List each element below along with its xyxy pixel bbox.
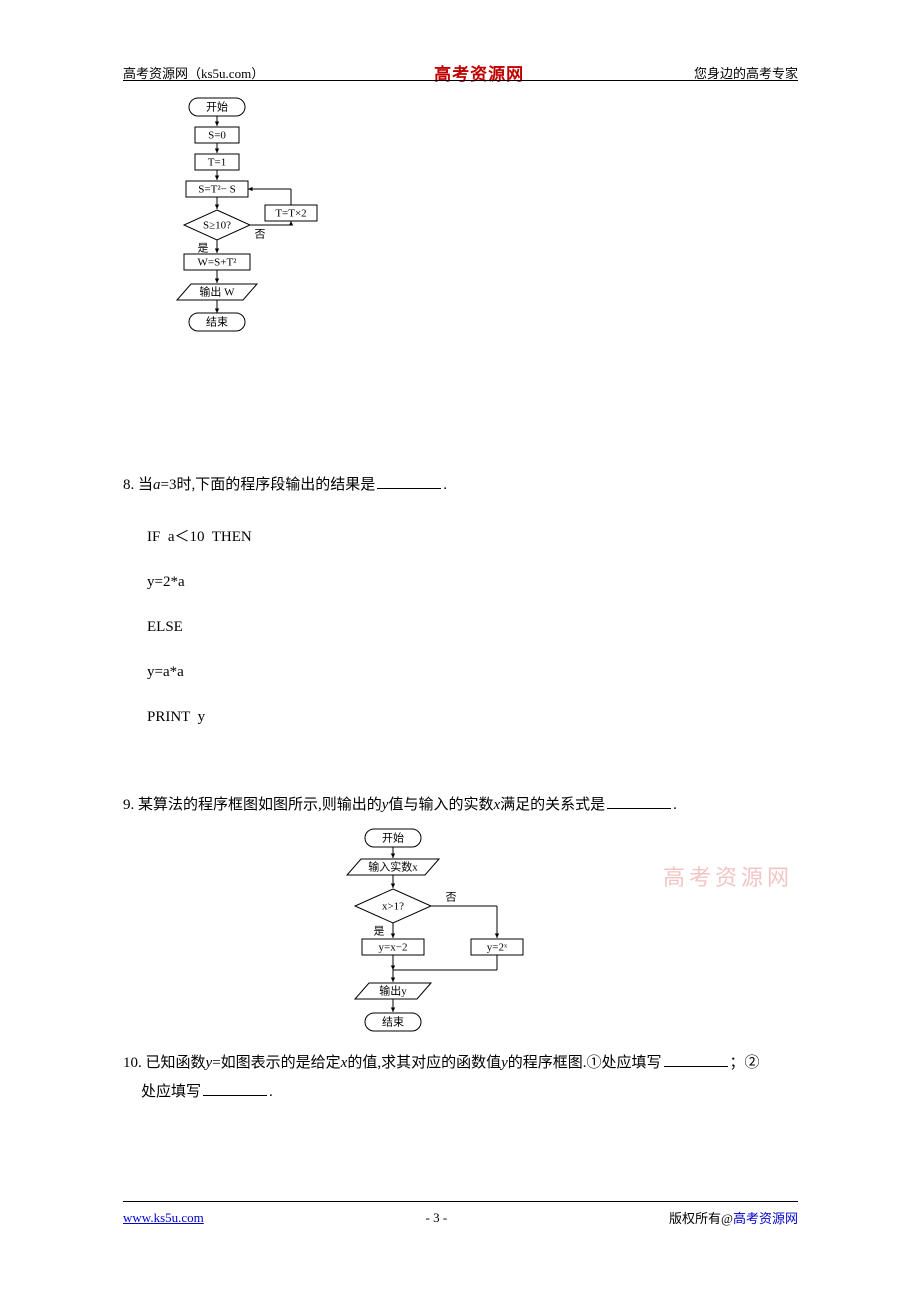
svg-text:x>1?: x>1? (382, 900, 404, 912)
code-l1: IF a＜10 THEN (147, 530, 447, 545)
svg-text:T=T×2: T=T×2 (275, 208, 306, 220)
svg-text:输入实数x: 输入实数x (368, 859, 418, 873)
q10-num: 10. (123, 1055, 142, 1071)
header-divider (123, 80, 798, 81)
svg-text:否: 否 (446, 891, 457, 903)
q9-ta: 某算法的程序框图如图所示,则输出的 (138, 797, 382, 813)
svg-text:否: 否 (255, 229, 266, 241)
q10-var-y2: y (501, 1055, 508, 1071)
svg-text:是: 是 (198, 242, 209, 255)
q9-blank (607, 796, 671, 810)
q10-tc: 的值,求其对应的函数值 (347, 1055, 501, 1071)
q10-period: . (269, 1084, 273, 1100)
code-l3: ELSE (147, 620, 447, 635)
q9-period: . (673, 797, 677, 813)
q10-blank2 (203, 1082, 267, 1096)
q10-blank1 (664, 1054, 728, 1068)
code-l2: y=2*a (147, 575, 447, 590)
svg-text:开始: 开始 (382, 830, 404, 844)
svg-text:输出 W: 输出 W (199, 285, 235, 299)
q8-var-a: a (153, 477, 161, 493)
svg-text:结束: 结束 (382, 1015, 404, 1028)
question-8: 8. 当a=3时,下面的程序段输出的结果是. IF a＜10 THEN y=2*… (123, 471, 447, 725)
q10-td: 的程序框图.①处应填写 (508, 1055, 662, 1071)
footer-right-brand: 高考资源网 (733, 1211, 798, 1226)
svg-text:开始: 开始 (206, 100, 228, 114)
q8-ta: 当 (138, 477, 153, 493)
svg-text:S=0: S=0 (208, 130, 226, 142)
watermark: 高考资源网 (663, 860, 793, 892)
q10-ta: 已知函数 (146, 1055, 206, 1071)
q10-tf: 处应填写 (141, 1084, 201, 1100)
code-l5: PRINT y (147, 710, 447, 725)
page-header: 高考资源网（ks5u.com） 高考资源网 您身边的高考专家 (123, 60, 798, 85)
svg-text:输出y: 输出y (379, 983, 407, 997)
flowchart2-svg: 开始输入实数x x>1? 是 否 y=x−2 y=2ˣ 输出y 结束 (293, 826, 553, 1044)
header-center: 高考资源网 (434, 60, 524, 85)
svg-text:y=2ˣ: y=2ˣ (487, 941, 508, 953)
q9-tc: 满足的关系式是 (500, 797, 605, 813)
svg-text:W=S+T²: W=S+T² (198, 257, 238, 269)
svg-text:S≥10?: S≥10? (203, 220, 231, 232)
footer-left: www.ks5u.com (123, 1210, 204, 1226)
footer-center: - 3 - (426, 1210, 448, 1226)
q8-num: 8. (123, 477, 134, 493)
q10-te: ；② (730, 1055, 760, 1071)
footer-divider (123, 1201, 798, 1202)
flowchart-q7: 开始 S=0 T=1 S=T²− S T=T×2 S≥10? 是 否 W=S+T² 输出 W 结束 (153, 95, 798, 383)
flowchart-q9: 开始输入实数x x>1? 是 否 y=x−2 y=2ˣ 输出y 结束 (293, 826, 677, 1044)
question-9: 9. 某算法的程序框图如图所示,则输出的y值与输入的实数x满足的关系式是. 开始… (123, 791, 677, 1044)
svg-text:结束: 结束 (206, 316, 228, 329)
footer-right-prefix: 版权所有@ (669, 1211, 733, 1226)
question-10: 10. 已知函数y=如图表示的是给定x的值,求其对应的函数值y的程序框图.①处应… (123, 1049, 760, 1106)
q10-tb: =如图表示的是给定 (212, 1055, 340, 1071)
q8-code: IF a＜10 THEN y=2*a ELSE y=a*a PRINT y (147, 530, 447, 725)
code-l4: y=a*a (147, 665, 447, 680)
svg-text:T=1: T=1 (208, 157, 226, 169)
q9-tb: 值与输入的实数 (388, 797, 493, 813)
svg-text:y=x−2: y=x−2 (379, 941, 408, 953)
content-area: 开始S=0T=1S=T²− ST=T×2S≥10?是否W=S+T²输出 W结束 … (123, 95, 798, 1182)
page-footer: www.ks5u.com - 3 - 版权所有@高考资源网 (123, 1208, 798, 1227)
q8-blank (377, 476, 441, 490)
q9-num: 9. (123, 797, 134, 813)
flowchart1-svg: 开始 S=0 T=1 S=T²− S T=T×2 S≥10? 是 否 W=S+T² 输出 W 结束 (153, 95, 343, 383)
footer-right: 版权所有@高考资源网 (669, 1208, 798, 1227)
svg-text:是: 是 (374, 924, 385, 937)
q8-tb: =3时,下面的程序段输出的结果是 (161, 477, 376, 493)
svg-text:S=T²− S: S=T²− S (198, 184, 235, 196)
q8-period: . (443, 477, 447, 493)
